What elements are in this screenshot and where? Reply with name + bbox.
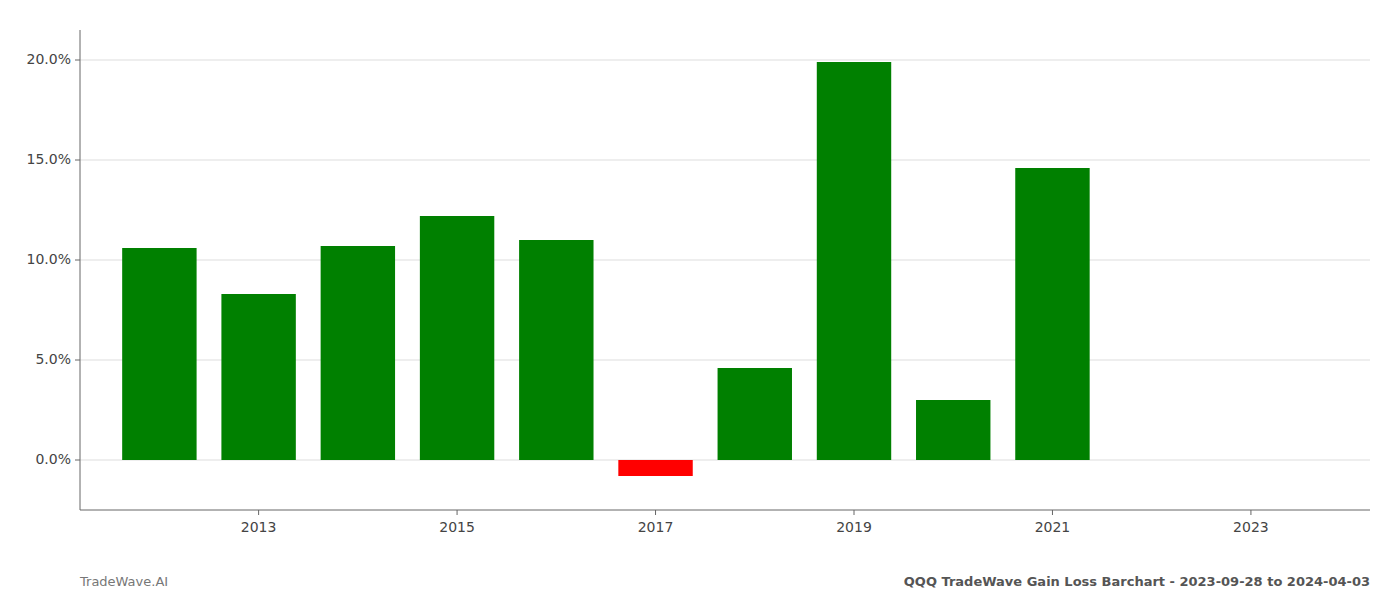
bar — [420, 216, 494, 460]
chart: 0.0% 5.0% 10.0% 15.0% 20.0% 2013 2015 2017 2019 2… — [0, 0, 1400, 600]
bar — [1015, 168, 1089, 460]
x-tick — [258, 510, 259, 515]
y-tick — [75, 60, 80, 61]
bars — [122, 62, 1090, 476]
y-tick-label: 0.0% — [35, 451, 71, 467]
y-tick — [75, 360, 80, 361]
x-tick — [854, 510, 855, 515]
bar — [1114, 460, 1188, 461]
y-axis-line — [80, 30, 81, 510]
y-tick-label: 20.0% — [27, 51, 71, 67]
y-tick-label: 15.0% — [27, 151, 71, 167]
y-tick — [75, 160, 80, 161]
grid-line — [80, 160, 1370, 161]
x-tick-label: 2023 — [1233, 519, 1269, 535]
x-tick — [655, 510, 656, 515]
y-tick — [75, 460, 80, 461]
bar — [122, 248, 196, 460]
grid-line — [80, 60, 1370, 61]
x-tick-label: 2021 — [1035, 519, 1071, 535]
bar — [221, 294, 295, 460]
y-tick-label: 5.0% — [35, 351, 71, 367]
x-tick — [1250, 510, 1251, 515]
bar — [519, 240, 593, 460]
watermark: TradeWave.AI — [79, 574, 168, 589]
bar — [618, 460, 692, 476]
bar — [817, 62, 891, 460]
bar — [718, 368, 792, 460]
x-tick-label: 2019 — [836, 519, 872, 535]
bar — [321, 246, 395, 460]
x-tick-label: 2015 — [439, 519, 475, 535]
y-tick-label: 10.0% — [27, 251, 71, 267]
y-tick — [75, 260, 80, 261]
grid-line — [80, 260, 1370, 261]
x-axis-line — [80, 510, 1370, 511]
title: QQQ TradeWave Gain Loss Barchart - 2023-… — [904, 574, 1370, 589]
bar — [916, 400, 990, 460]
x-tick-label: 2013 — [241, 519, 277, 535]
x-tick-label: 2017 — [638, 519, 674, 535]
x-tick — [1052, 510, 1053, 515]
x-tick — [457, 510, 458, 515]
